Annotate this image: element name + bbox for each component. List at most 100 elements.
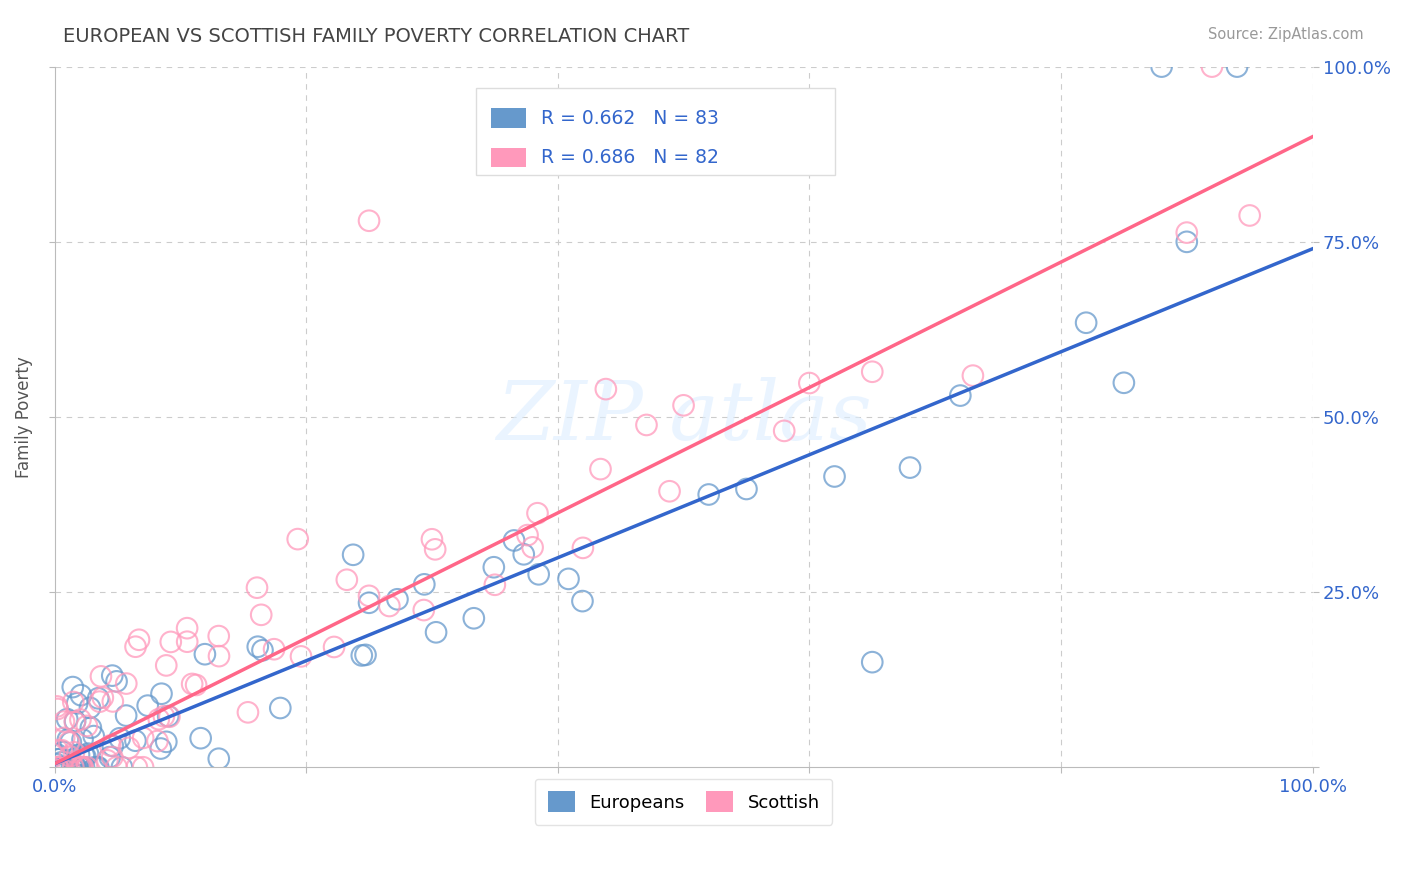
Point [58, 760, 80, 774]
Point [101, 739, 124, 753]
Text: Source: ZipAtlas.com: Source: ZipAtlas.com [1208, 27, 1364, 42]
Point [898, 460, 921, 475]
Point [571, 594, 593, 608]
Point [83, 729, 105, 743]
Point [56, 760, 79, 774]
Point [48, 752, 70, 766]
Point [96, 753, 118, 767]
Point [132, 731, 155, 745]
Point [516, 528, 538, 542]
Text: EUROPEAN VS SCOTTISH FAMILY POVERTY CORRELATION CHART: EUROPEAN VS SCOTTISH FAMILY POVERTY CORR… [63, 27, 689, 45]
Point [269, 701, 291, 715]
Point [46, 760, 69, 774]
Point [87, 760, 110, 774]
Point [482, 560, 505, 574]
Point [246, 640, 269, 654]
Point [115, 708, 138, 723]
Point [153, 709, 176, 723]
Point [55, 760, 77, 774]
Point [149, 741, 172, 756]
Point [962, 368, 984, 383]
Point [176, 621, 198, 635]
Point [336, 573, 359, 587]
Point [72, 760, 94, 774]
Point [208, 629, 231, 643]
Point [46, 757, 69, 772]
Point [1239, 209, 1261, 223]
Point [73, 748, 96, 763]
Point [672, 398, 695, 412]
Point [76, 719, 98, 733]
Y-axis label: Family Poverty: Family Poverty [15, 356, 32, 478]
Point [56, 732, 79, 747]
Point [181, 677, 204, 691]
Point [236, 706, 259, 720]
Point [378, 599, 401, 613]
Point [70, 760, 93, 774]
Point [63, 714, 86, 729]
Point [59, 735, 82, 749]
Point [194, 647, 217, 661]
Point [70, 760, 93, 774]
Point [46, 699, 69, 714]
Point [595, 382, 617, 396]
Point [124, 733, 146, 747]
Point [263, 642, 285, 657]
FancyBboxPatch shape [491, 109, 526, 128]
FancyBboxPatch shape [491, 148, 526, 168]
Point [412, 603, 434, 617]
Point [56, 712, 79, 726]
Point [48, 760, 70, 774]
Point [413, 577, 436, 591]
Point [46, 760, 69, 774]
Point [949, 388, 972, 402]
Point [1112, 376, 1135, 390]
Point [91, 690, 114, 705]
Point [184, 678, 207, 692]
Point [63, 760, 86, 774]
Point [67, 747, 90, 762]
Point [105, 674, 128, 689]
Point [572, 541, 595, 555]
Point [526, 506, 548, 520]
Point [208, 752, 231, 766]
Point [69, 760, 91, 774]
Point [513, 547, 536, 561]
Point [1201, 60, 1223, 74]
Point [697, 487, 720, 501]
Point [159, 635, 181, 649]
Point [69, 713, 91, 727]
Point [77, 747, 100, 761]
Point [146, 734, 169, 748]
Point [387, 592, 409, 607]
Point [56, 760, 79, 774]
Point [79, 701, 101, 715]
Point [49, 756, 72, 770]
Point [425, 625, 447, 640]
Text: ZIP atlas: ZIP atlas [496, 377, 872, 457]
Point [155, 658, 177, 673]
Point [101, 750, 124, 764]
Point [124, 640, 146, 654]
Point [46, 760, 69, 774]
Point [157, 710, 180, 724]
Point [53, 731, 76, 745]
Point [157, 709, 180, 723]
Point [246, 581, 269, 595]
Point [80, 721, 103, 735]
Point [63, 714, 86, 729]
Point [115, 676, 138, 690]
Point [208, 649, 231, 664]
Point [58, 735, 80, 749]
Point [118, 740, 141, 755]
Point [125, 760, 148, 774]
Point [52, 745, 75, 759]
Point [46, 760, 69, 774]
Point [46, 747, 69, 762]
Text: R = 0.662   N = 83: R = 0.662 N = 83 [541, 109, 720, 128]
Point [63, 758, 86, 772]
Point [86, 760, 108, 774]
Point [527, 567, 550, 582]
Point [354, 648, 377, 662]
Point [589, 462, 612, 476]
